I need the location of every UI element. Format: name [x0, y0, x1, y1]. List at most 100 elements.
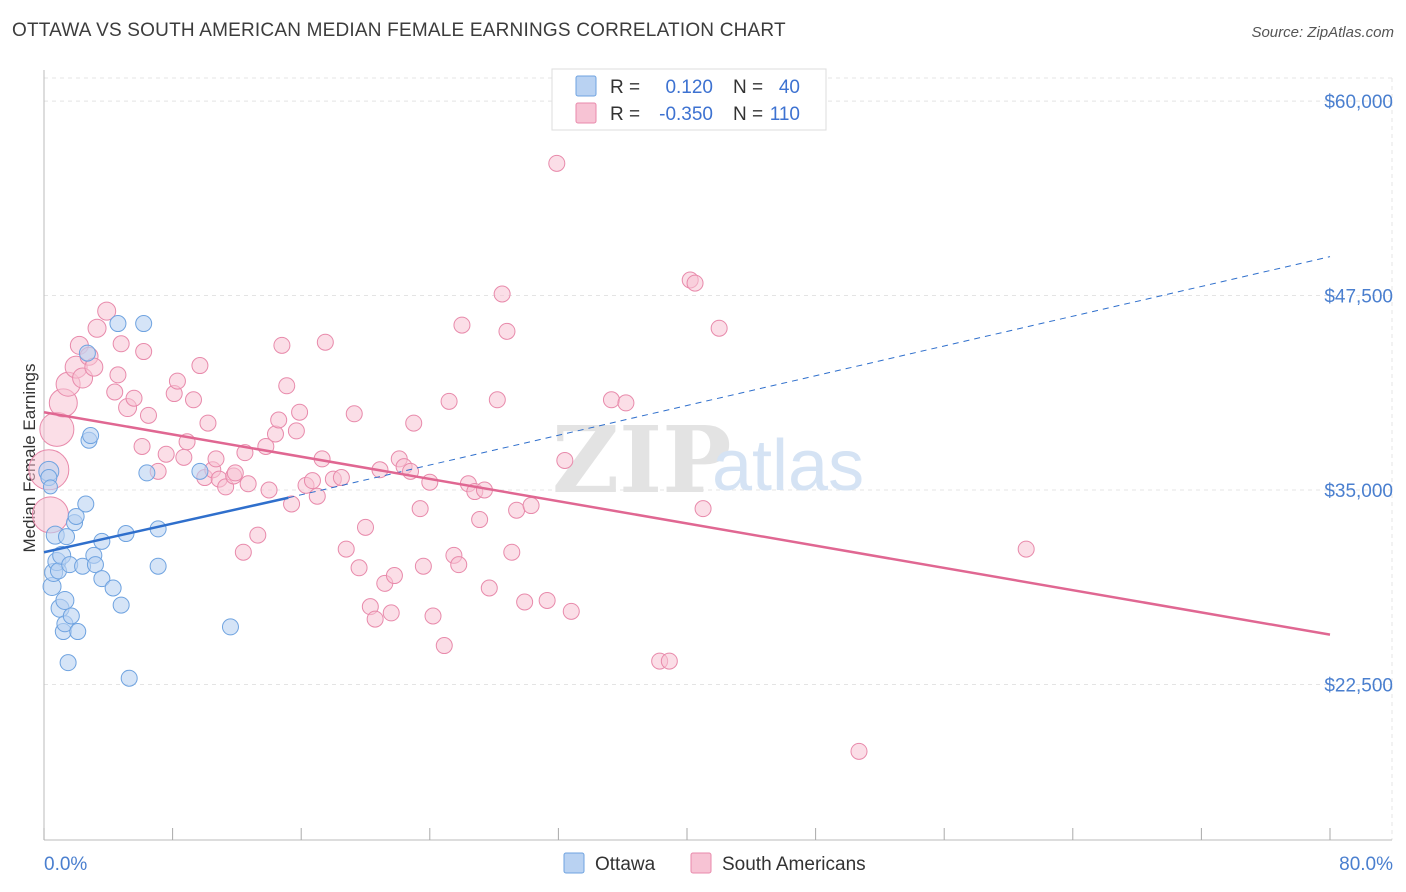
- point-south-americans: [385, 567, 403, 585]
- point-south-americans: [270, 411, 288, 429]
- point-ottawa: [58, 528, 76, 546]
- point-south-americans: [106, 383, 124, 401]
- point-south-americans: [424, 607, 442, 625]
- point-south-americans: [133, 437, 151, 455]
- point-south-americans: [686, 274, 704, 292]
- series-south-americans: [28, 154, 1035, 760]
- point-south-americans: [337, 540, 355, 558]
- y-tick-label: $47,500: [1324, 287, 1393, 308]
- trend-line-ottawa-dashed: [288, 256, 1331, 499]
- point-south-americans: [405, 414, 423, 432]
- legend: R = 0.120 N = 40 R = -0.350 N = 110: [551, 68, 827, 131]
- point-south-americans: [850, 742, 868, 760]
- point-ottawa: [62, 607, 80, 625]
- series-ottawa: [38, 315, 239, 687]
- y-tick-labels: $22,500 $35,000 $47,500 $60,000: [1324, 92, 1393, 696]
- point-ottawa: [93, 570, 111, 588]
- point-south-americans: [97, 301, 117, 321]
- point-south-americans: [411, 500, 429, 518]
- point-south-americans: [414, 557, 432, 575]
- point-ottawa: [86, 556, 104, 574]
- point-south-americans: [710, 319, 728, 337]
- point-south-americans: [157, 445, 175, 463]
- y-tick-label: $60,000: [1324, 92, 1393, 113]
- point-south-americans: [508, 501, 526, 519]
- point-south-americans: [332, 469, 350, 487]
- legend-n-label-south: N =: [733, 104, 763, 125]
- x-tick-label-max: 80.0%: [1339, 854, 1393, 875]
- legend-swatch-ottawa: [575, 75, 597, 97]
- y-axis-label: Median Female Earnings: [20, 364, 39, 553]
- legend-n-value-ottawa: 40: [779, 77, 800, 98]
- legend-r-label-south: R =: [610, 104, 640, 125]
- point-south-americans: [562, 602, 580, 620]
- point-south-americans: [516, 593, 534, 611]
- point-south-americans: [308, 487, 326, 505]
- point-south-americans: [316, 333, 334, 351]
- point-south-americans: [112, 335, 130, 353]
- point-south-americans: [503, 543, 521, 561]
- bottom-legend-swatch-south: [690, 852, 712, 874]
- point-south-americans: [480, 579, 498, 597]
- point-south-americans: [175, 448, 193, 466]
- point-south-americans: [453, 316, 471, 334]
- chart-title: OTTAWA VS SOUTH AMERICAN MEDIAN FEMALE E…: [12, 20, 786, 41]
- point-south-americans: [488, 391, 506, 409]
- bottom-legend-ottawa: Ottawa: [595, 854, 656, 875]
- point-south-americans: [239, 475, 257, 493]
- point-south-americans: [602, 391, 620, 409]
- point-south-americans: [1017, 540, 1035, 558]
- point-south-americans: [87, 318, 107, 338]
- point-south-americans: [350, 559, 368, 577]
- point-south-americans: [421, 473, 439, 491]
- point-south-americans: [125, 389, 143, 407]
- point-south-americans: [357, 518, 374, 536]
- bottom-legend-swatch-ottawa: [563, 852, 585, 874]
- y-tick-label: $22,500: [1324, 675, 1393, 696]
- legend-box: [551, 68, 827, 131]
- point-south-americans: [548, 154, 566, 172]
- point-ottawa: [112, 596, 130, 614]
- x-tick-label-min: 0.0%: [44, 854, 87, 875]
- legend-swatch-south: [575, 102, 597, 124]
- point-ottawa: [77, 495, 95, 513]
- point-south-americans: [440, 392, 458, 410]
- point-south-americans: [283, 495, 301, 513]
- point-south-americans: [109, 366, 127, 384]
- point-south-americans: [345, 405, 363, 423]
- point-ottawa: [191, 462, 209, 480]
- legend-r-value-ottawa: 0.120: [665, 77, 713, 98]
- point-south-americans: [291, 403, 309, 421]
- point-ottawa: [221, 618, 239, 636]
- point-south-americans: [303, 472, 321, 490]
- point-ottawa: [104, 579, 122, 597]
- watermark-zip: ZIP: [552, 406, 731, 514]
- watermark: ZIP atlas: [552, 406, 864, 514]
- legend-r-value-south: -0.350: [659, 104, 713, 125]
- point-ottawa: [67, 507, 85, 525]
- y-tick-label: $35,000: [1324, 481, 1393, 502]
- point-south-americans: [617, 394, 635, 412]
- point-south-americans: [498, 322, 516, 340]
- point-south-americans: [538, 591, 556, 609]
- point-south-americans: [199, 414, 217, 432]
- point-south-americans: [435, 637, 453, 655]
- trend-line-south-americans: [43, 410, 1331, 636]
- bottom-legend-south: South Americans: [722, 854, 866, 875]
- point-south-americans: [694, 500, 712, 518]
- point-south-americans: [168, 372, 186, 390]
- point-ottawa: [78, 344, 96, 362]
- point-south-americans: [260, 481, 278, 499]
- point-south-americans: [226, 464, 244, 482]
- point-south-americans: [493, 285, 511, 303]
- point-ottawa: [82, 427, 100, 445]
- point-south-americans: [660, 652, 678, 670]
- point-ottawa: [120, 669, 138, 687]
- point-south-americans: [234, 543, 252, 561]
- source-label: Source: ZipAtlas.com: [1251, 24, 1394, 41]
- point-south-americans: [471, 511, 489, 529]
- point-south-americans: [556, 451, 574, 469]
- point-ottawa: [138, 464, 156, 482]
- watermark-atlas: atlas: [712, 426, 864, 506]
